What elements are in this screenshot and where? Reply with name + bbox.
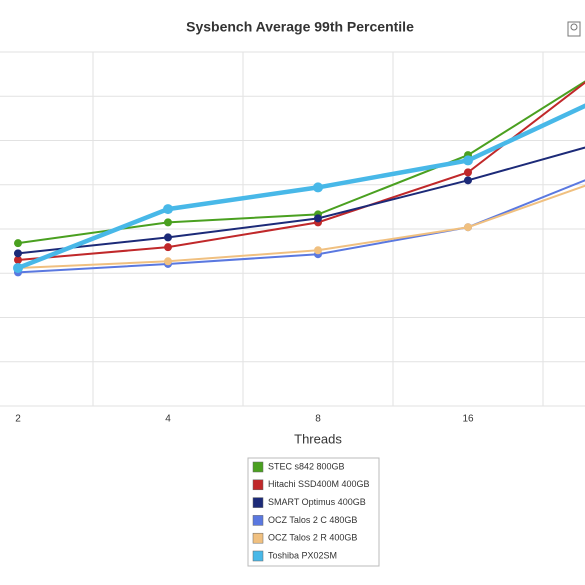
x-tick-label: 8 xyxy=(315,414,321,425)
legend-box xyxy=(247,457,380,567)
data-point xyxy=(164,257,172,266)
legend-label: Hitachi SSD400M 400GB xyxy=(268,479,370,489)
data-point xyxy=(14,239,22,248)
data-point xyxy=(164,218,172,227)
legend-label: OCZ Talos 2 C 480GB xyxy=(268,515,357,525)
data-point xyxy=(464,168,472,177)
legend-label: STEC s842 800GB xyxy=(268,461,345,471)
legend-label: Toshiba PX02SM xyxy=(268,550,337,560)
data-point xyxy=(13,262,23,273)
data-point xyxy=(164,233,172,242)
x-tick-label: 2 xyxy=(15,414,21,425)
data-point xyxy=(464,223,472,232)
data-point xyxy=(164,243,172,252)
data-point xyxy=(163,204,173,215)
x-axis-label: Threads xyxy=(294,431,342,446)
data-point xyxy=(14,255,22,264)
legend-swatch xyxy=(252,532,264,544)
legend-swatch xyxy=(252,461,264,473)
legend-swatch xyxy=(252,479,264,491)
data-point xyxy=(314,214,322,223)
series-line xyxy=(17,81,585,261)
icon-body xyxy=(567,21,581,37)
icon xyxy=(567,21,581,37)
data-point xyxy=(313,182,323,193)
x-tick-label: 16 xyxy=(462,414,474,425)
x-tick-label: 4 xyxy=(165,414,171,425)
data-point xyxy=(464,176,472,185)
legend-swatch xyxy=(252,515,264,526)
series-line xyxy=(17,103,585,271)
icon-head xyxy=(570,23,578,31)
legend: STEC s842 800GB Hitachi SSD400M 400GB SMAR… xyxy=(247,457,380,567)
data-point xyxy=(14,249,22,258)
data-point xyxy=(463,155,473,166)
legend-swatch xyxy=(252,497,264,508)
data-point xyxy=(314,246,322,255)
legend-label: SMART Optimus 400GB xyxy=(268,497,366,507)
legend-swatch xyxy=(252,550,264,562)
chart-title: Sysbench Average 99th Percentile xyxy=(186,19,414,35)
legend-label: OCZ Talos 2 R 400GB xyxy=(268,533,357,543)
